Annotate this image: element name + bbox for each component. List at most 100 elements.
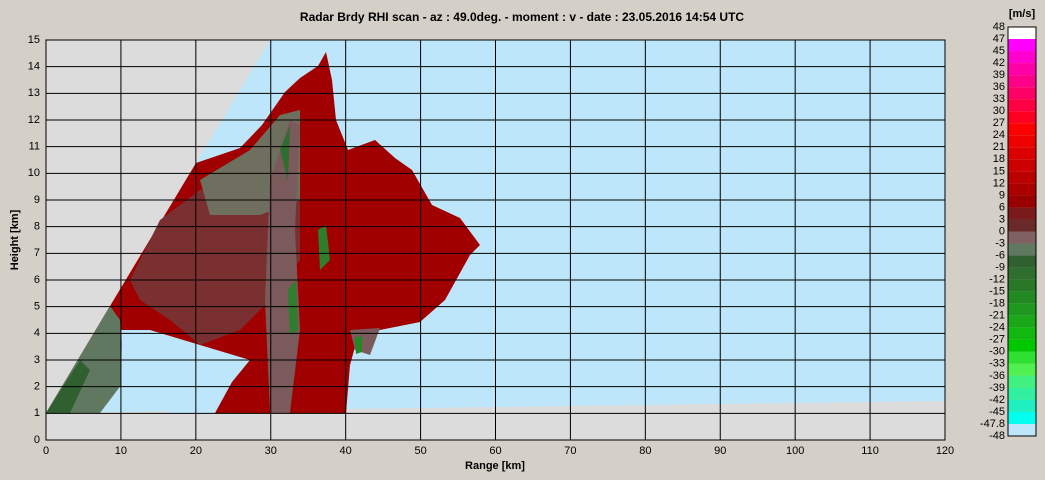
x-tick-label: 100 bbox=[786, 445, 804, 457]
y-tick-label: 12 bbox=[28, 114, 40, 126]
y-tick-label: 5 bbox=[34, 301, 40, 313]
colorbar-bin bbox=[1008, 291, 1036, 304]
colorbar-bin bbox=[1008, 123, 1036, 136]
colorbar-bin bbox=[1008, 51, 1036, 64]
colorbar-bin bbox=[1008, 39, 1036, 52]
colorbar-label: -33 bbox=[989, 358, 1005, 370]
y-tick-label: 8 bbox=[34, 221, 40, 233]
clear-air bbox=[120, 335, 230, 413]
colorbar-label: -6 bbox=[995, 249, 1005, 261]
echo bbox=[355, 336, 362, 354]
colorbar-label: -18 bbox=[989, 298, 1005, 310]
colorbar-label: -3 bbox=[995, 237, 1005, 249]
colorbar-label: -12 bbox=[989, 274, 1005, 286]
colorbar-label: -21 bbox=[989, 310, 1005, 322]
colorbar-bin bbox=[1008, 183, 1036, 196]
colorbar-bin bbox=[1008, 423, 1036, 436]
colorbar-unit: [m/s] bbox=[1009, 8, 1036, 20]
colorbar-label: -36 bbox=[989, 370, 1005, 382]
colorbar-label: -30 bbox=[989, 346, 1005, 358]
colorbar-bin bbox=[1008, 375, 1036, 388]
echo bbox=[280, 125, 290, 180]
y-tick-label: 0 bbox=[34, 434, 40, 446]
colorbar-bin bbox=[1008, 267, 1036, 280]
colorbar-bin bbox=[1008, 99, 1036, 112]
colorbar-bin bbox=[1008, 219, 1036, 232]
y-tick-label: 11 bbox=[29, 141, 40, 153]
colorbar-bin bbox=[1008, 231, 1036, 244]
y-tick-label: 10 bbox=[28, 167, 40, 179]
echo bbox=[265, 120, 300, 413]
colorbar-label: 24 bbox=[993, 129, 1005, 141]
y-tick-label: 6 bbox=[34, 274, 40, 286]
colorbar-bin bbox=[1008, 75, 1036, 88]
colorbar-label: -27 bbox=[989, 334, 1005, 346]
colorbar-label: 48 bbox=[993, 21, 1005, 33]
x-tick-label: 80 bbox=[639, 445, 651, 457]
colorbar-label: -15 bbox=[989, 286, 1005, 298]
colorbar-label: -48 bbox=[989, 430, 1005, 442]
x-tick-label: 20 bbox=[190, 445, 202, 457]
colorbar-bin bbox=[1008, 135, 1036, 148]
colorbar-label: -24 bbox=[989, 322, 1005, 334]
colorbar-label: 30 bbox=[993, 105, 1005, 117]
colorbar-label: -39 bbox=[989, 382, 1005, 394]
colorbar-bin bbox=[1008, 63, 1036, 76]
colorbar-bin bbox=[1008, 159, 1036, 172]
colorbar-label: 45 bbox=[993, 45, 1005, 57]
x-tick-label: 40 bbox=[340, 445, 352, 457]
colorbar-bin bbox=[1008, 255, 1036, 268]
x-tick-label: 90 bbox=[714, 445, 726, 457]
colorbar-bin bbox=[1008, 207, 1036, 220]
colorbar-bin bbox=[1008, 411, 1036, 424]
colorbar-label: 36 bbox=[993, 81, 1005, 93]
colorbar-bin bbox=[1008, 387, 1036, 400]
colorbar-bin bbox=[1008, 111, 1036, 124]
colorbar-bin bbox=[1008, 195, 1036, 208]
plot-frame bbox=[45, 39, 946, 441]
y-tick-label: 1 bbox=[34, 407, 40, 419]
colorbar-bin bbox=[1008, 243, 1036, 256]
x-axis-label: Range [km] bbox=[465, 460, 525, 472]
colorbar-label: 42 bbox=[993, 57, 1005, 69]
colorbar-bin bbox=[1008, 147, 1036, 160]
colorbar-frame bbox=[1007, 26, 1037, 437]
x-tick-label: 110 bbox=[861, 445, 879, 457]
colorbar-label: 12 bbox=[993, 177, 1005, 189]
colorbar-bin bbox=[1008, 171, 1036, 184]
colorbar-label: 27 bbox=[993, 117, 1005, 129]
colorbar-label: 18 bbox=[993, 153, 1005, 165]
x-tick-label: 30 bbox=[265, 445, 277, 457]
colorbar-label: -45 bbox=[989, 406, 1005, 418]
colorbar-bin bbox=[1008, 315, 1036, 328]
x-tick-label: 50 bbox=[414, 445, 426, 457]
y-tick-label: 2 bbox=[34, 381, 40, 393]
colorbar-bin bbox=[1008, 339, 1036, 352]
colorbar-label: 39 bbox=[993, 69, 1005, 81]
colorbar-label: -42 bbox=[989, 394, 1005, 406]
colorbar-label: 47 bbox=[993, 33, 1005, 45]
y-tick-label: 9 bbox=[34, 194, 40, 206]
echo bbox=[318, 225, 330, 270]
y-tick-label: 13 bbox=[28, 87, 40, 99]
colorbar-bin bbox=[1008, 351, 1036, 364]
colorbar-label: 15 bbox=[993, 165, 1005, 177]
colorbar-bin bbox=[1008, 27, 1036, 40]
y-tick-label: 14 bbox=[28, 61, 40, 73]
x-tick-label: 0 bbox=[43, 445, 49, 457]
y-tick-label: 15 bbox=[28, 34, 40, 46]
x-tick-label: 120 bbox=[936, 445, 954, 457]
chart-title: Radar Brdy RHI scan - az : 49.0deg. - mo… bbox=[300, 10, 744, 24]
colorbar-bin bbox=[1008, 399, 1036, 412]
x-tick-label: 70 bbox=[564, 445, 576, 457]
colorbar-bin bbox=[1008, 327, 1036, 340]
y-tick-label: 4 bbox=[34, 327, 40, 339]
colorbar-label: 0 bbox=[999, 225, 1005, 237]
colorbar-label: -9 bbox=[995, 261, 1005, 273]
colorbar-label: 3 bbox=[999, 213, 1005, 225]
x-tick-label: 60 bbox=[489, 445, 501, 457]
y-tick-label: 7 bbox=[34, 247, 40, 259]
y-tick-label: 3 bbox=[34, 354, 40, 366]
colorbar-label: 21 bbox=[993, 141, 1005, 153]
